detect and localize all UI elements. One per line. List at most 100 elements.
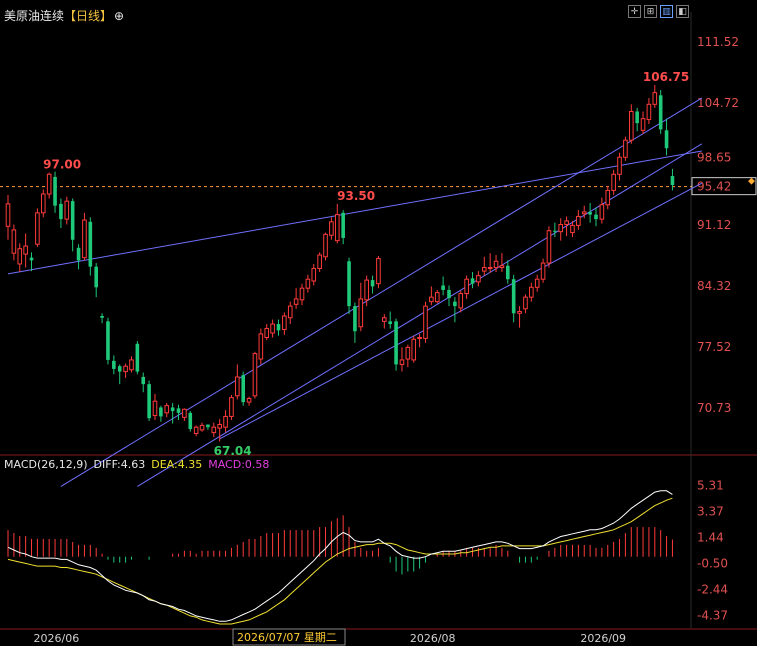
candle-body (458, 293, 464, 309)
candle-body (40, 193, 46, 214)
candle-body (523, 296, 528, 310)
candle-body (29, 257, 34, 261)
candle-body (182, 408, 187, 418)
candle-body (358, 298, 364, 328)
candle-body (11, 229, 17, 254)
candle-body (588, 211, 592, 215)
price-tick-label: 91.12 (697, 218, 731, 232)
candle-body (70, 201, 75, 240)
candle-body (23, 245, 28, 255)
candle-body (664, 130, 669, 149)
candle-body (499, 265, 505, 269)
add-indicator-icon[interactable]: ⊕ (114, 9, 125, 23)
candle-body (246, 397, 252, 403)
zoom-icon[interactable]: ⊞ (644, 5, 657, 18)
price-tick-label: 77.52 (697, 340, 731, 354)
x-tick-label: 2026/06 (34, 632, 80, 645)
period-label[interactable]: 【日线】 (64, 9, 113, 23)
candle-body (464, 278, 469, 295)
candle-body (658, 95, 663, 130)
macd-tick-label: -0.50 (697, 556, 728, 570)
candle-body (417, 337, 422, 340)
candle-body (323, 233, 328, 258)
alert-marker-icon: ◆ (748, 177, 755, 187)
candle-body (211, 426, 217, 434)
channel-line (137, 143, 703, 487)
candle-body (605, 189, 611, 206)
candle-body (553, 230, 557, 232)
candle-body (599, 204, 605, 220)
candle-body (287, 305, 293, 319)
candle-body (581, 211, 587, 215)
candle-body (434, 292, 440, 303)
candle-body (305, 278, 311, 289)
candle-body (441, 285, 445, 290)
candle-body (164, 405, 170, 414)
candle-body (170, 407, 175, 412)
candle-body (640, 118, 646, 131)
price-annotation: 67.04 (214, 444, 252, 458)
crosshair-date-box (232, 628, 346, 646)
candle-body (135, 343, 140, 372)
layout-icon[interactable]: ▥ (660, 5, 673, 18)
candle-body (123, 365, 128, 373)
candle-body (82, 219, 87, 259)
candle-body (476, 275, 481, 283)
arrow-icon[interactable]: ◧ (676, 5, 689, 18)
candle-body (506, 265, 510, 280)
candle-body (229, 397, 234, 417)
macd-tick-label: -2.44 (697, 583, 728, 597)
candle-body (534, 278, 540, 288)
candle-body (376, 258, 381, 285)
candle-body (276, 324, 281, 331)
candle-body (423, 305, 428, 339)
candle-body (17, 248, 23, 265)
candle-body (94, 266, 98, 288)
candle-body (370, 280, 375, 287)
channel-line (60, 97, 703, 487)
price-tick-label: 84.32 (697, 279, 731, 293)
chart-toolbar: ✛ ⊞ ▥ ◧ (628, 5, 689, 18)
candle-body (487, 267, 493, 270)
candle-body (159, 407, 163, 417)
candle-body (53, 176, 57, 206)
price-annotation: 106.75 (643, 70, 689, 84)
candle-body (529, 286, 534, 298)
candle-body (364, 279, 369, 301)
candle-body (35, 212, 40, 245)
candle-body (334, 214, 340, 242)
candle-body (258, 333, 264, 360)
diff-line (7, 490, 673, 622)
candle-body (453, 301, 457, 307)
candle-body (117, 366, 122, 372)
candle-body (564, 220, 569, 225)
x-tick-label: 2026/09 (580, 632, 626, 645)
macd-macd-value: MACD:0.58 (208, 458, 270, 471)
macd-header: MACD(26,12,9) DIFF:4.63 DEA:4.35 MACD:0.58 (4, 458, 275, 471)
candle-body (670, 176, 675, 186)
candle-body (347, 261, 351, 307)
candle-body (388, 321, 392, 325)
candle-body (341, 212, 345, 238)
candle-body (147, 384, 151, 419)
candle-body (429, 296, 434, 303)
candle-body (199, 424, 205, 431)
candle-body (611, 173, 616, 191)
candle-body (206, 424, 210, 428)
price-tick-label: 104.72 (697, 96, 739, 110)
crosshair-icon[interactable]: ✛ (628, 5, 641, 18)
candle-body (558, 223, 564, 233)
current-price-label: 95.42 (697, 180, 731, 194)
candle-body (100, 315, 104, 318)
candle-body (282, 315, 287, 330)
candle-body (329, 221, 334, 236)
candle-body (546, 230, 552, 264)
candle-body (59, 203, 63, 220)
candle-body (594, 214, 598, 220)
macd-diff-value: DIFF:4.63 (93, 458, 146, 471)
candle-body (540, 262, 546, 280)
candle-body (628, 110, 634, 141)
price-tick-label: 98.65 (697, 151, 731, 165)
x-tick-label: 2026/08 (410, 632, 456, 645)
